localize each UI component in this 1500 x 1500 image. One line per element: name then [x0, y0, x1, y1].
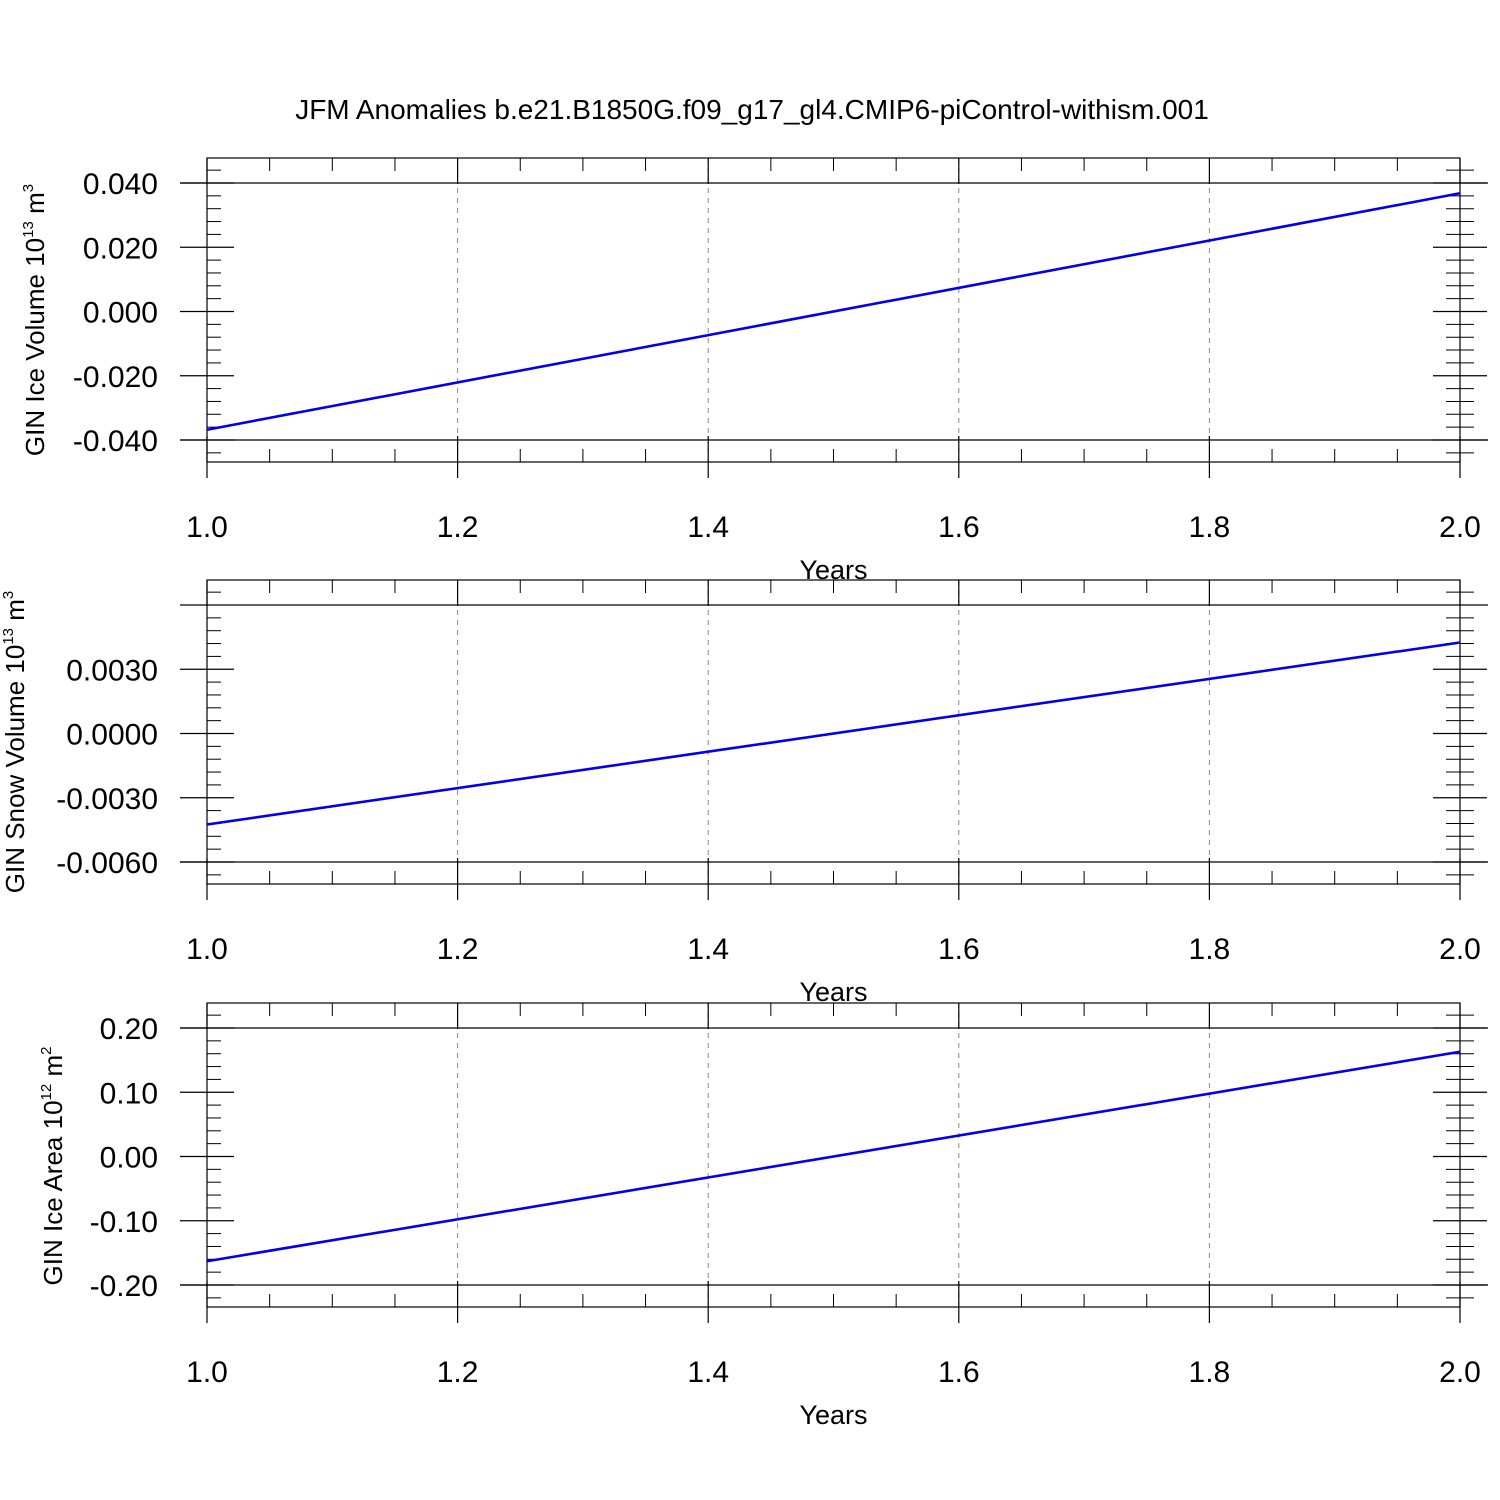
y-tick-label: 0.020	[83, 232, 158, 265]
x-tick-label: 1.4	[687, 933, 729, 966]
x-tick-label: 1.6	[938, 933, 980, 966]
y-axis-label-text: m	[0, 599, 30, 628]
y-axis-label-superscript: 3	[0, 591, 17, 599]
x-tick-label: 1.4	[687, 511, 729, 544]
y-tick-label: -0.020	[73, 361, 158, 394]
y-tick-label: 0.10	[100, 1077, 158, 1110]
x-tick-label: 1.2	[437, 933, 479, 966]
y-axis-label-superscript: 12	[38, 1084, 55, 1101]
y-axis-label-superscript: 13	[0, 628, 17, 645]
y-tick-label: -0.10	[90, 1206, 158, 1239]
y-tick-label: -0.0060	[56, 847, 158, 880]
x-tick-label: 1.0	[186, 933, 228, 966]
y-tick-label: 0.0000	[66, 719, 158, 752]
plot-frame	[206, 1002, 1461, 1308]
y-tick-label: -0.040	[73, 425, 158, 458]
x-tick-label: 1.0	[186, 511, 228, 544]
y-axis-label-superscript: 13	[20, 221, 37, 238]
y-tick-label: -0.0030	[56, 783, 158, 816]
x-axis-label: Years	[799, 1400, 867, 1430]
x-tick-label: 1.8	[1189, 511, 1231, 544]
y-tick-label: 0.040	[83, 168, 158, 201]
x-tick-label: 1.6	[938, 1356, 980, 1389]
x-tick-label: 1.6	[938, 511, 980, 544]
y-axis-label-text: m	[20, 192, 50, 221]
x-tick-label: 1.0	[186, 1356, 228, 1389]
y-axis-label-text: m	[38, 1055, 68, 1084]
series-line	[206, 1050, 1461, 1263]
x-tick-label: 2.0	[1439, 1356, 1481, 1389]
panel-2: 1.0 1.2 1.4 1.6 1.8 2.0 -0.0060 -0.0030 0.0000 0.…	[0, 579, 1488, 1007]
x-tick-label: 2.0	[1439, 933, 1481, 966]
panel-1: 1.0 1.2 1.4 1.6 1.8 2.0 -0.040 -0.020 0.000 0.020…	[20, 157, 1488, 585]
y-tick-label: 0.000	[83, 297, 158, 330]
figure-title: JFM Anomalies b.e21.B1850G.f09_g17_gl4.C…	[295, 94, 1209, 125]
y-tick-label: 0.0030	[66, 654, 158, 687]
panel-3: 1.0 1.2 1.4 1.6 1.8 2.0 -0.20 -0.10 0.00 0.10 0.20…	[38, 1002, 1488, 1430]
y-axis-label-text: GIN Ice Area 10	[38, 1100, 68, 1285]
y-tick-label: 0.20	[100, 1013, 158, 1046]
y-axis-label-superscript: 2	[38, 1047, 55, 1055]
x-axis-label: Years	[799, 977, 867, 1007]
x-tick-label: 2.0	[1439, 511, 1481, 544]
y-axis-label: GIN Snow Volume 1013 m3	[0, 591, 30, 894]
x-tick-label: 1.8	[1189, 1356, 1231, 1389]
x-tick-label: 1.4	[687, 1356, 729, 1389]
panels: 1.0 1.2 1.4 1.6 1.8 2.0 -0.040 -0.020 0.000 0.020…	[0, 157, 1488, 1430]
series-line	[206, 641, 1461, 826]
y-tick-label: 0.00	[100, 1142, 158, 1175]
y-axis-label-text: GIN Snow Volume 10	[0, 645, 30, 894]
y-tick-label: -0.20	[90, 1270, 158, 1303]
y-axis-label: GIN Ice Area 1012 m2	[38, 1047, 68, 1286]
y-axis-label: GIN Ice Volume 1013 m3	[20, 184, 50, 456]
x-tick-label: 1.8	[1189, 933, 1231, 966]
plot-frame	[206, 579, 1461, 885]
plot-frame	[206, 157, 1461, 463]
series-line	[206, 192, 1461, 431]
x-tick-label: 1.2	[437, 511, 479, 544]
y-axis-label-superscript: 3	[20, 184, 37, 192]
x-tick-label: 1.2	[437, 1356, 479, 1389]
y-axis-label-text: GIN Ice Volume 10	[20, 238, 50, 456]
